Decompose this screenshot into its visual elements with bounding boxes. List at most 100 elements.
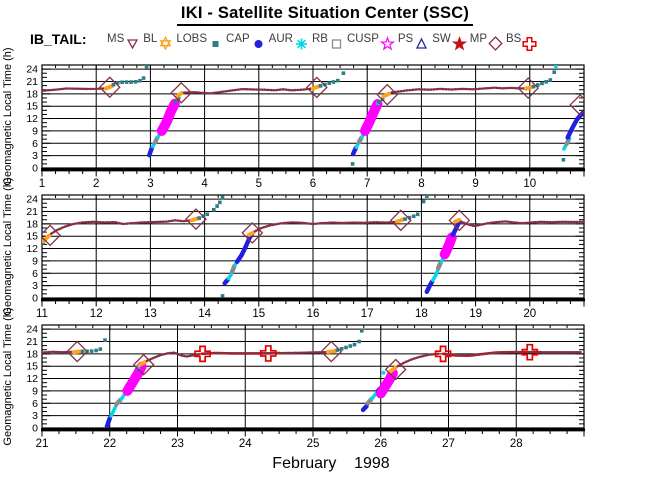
- y-tick-label: 3: [32, 280, 38, 292]
- cusp-trace: [360, 99, 383, 136]
- lobs-trace: [176, 96, 181, 101]
- cap-trace: [450, 219, 462, 238]
- lobs-trace: [98, 347, 103, 351]
- aur-trace: [431, 268, 440, 283]
- legend-item-cap: CAP: [226, 32, 266, 51]
- mp-diamond-marker: [241, 221, 264, 244]
- x-tick-label: 11: [36, 308, 48, 320]
- lobs-trace: [360, 329, 364, 333]
- legend-item-label: MS: [107, 33, 125, 45]
- x-tick-label: 13: [144, 308, 157, 320]
- y-axis-title: Geomagnetic Local Time (h): [2, 307, 14, 445]
- lobs-trace: [561, 158, 566, 162]
- lobs-trace: [407, 215, 412, 220]
- y-tick-label: 18: [26, 348, 38, 360]
- bs-cross-marker: [259, 345, 277, 362]
- bl-trace: [175, 91, 184, 98]
- lobs-trace: [318, 84, 323, 88]
- cusp-trace: [375, 368, 398, 399]
- x-tick-label: 5: [256, 178, 262, 190]
- mp-diamond-marker: [170, 81, 193, 104]
- lobs-trace: [215, 204, 219, 208]
- legend-item-bs: BS: [506, 32, 537, 51]
- legend-item-label: LOBS: [176, 33, 208, 45]
- cap-trace: [104, 415, 113, 428]
- x-tick-label: 21: [36, 438, 49, 450]
- x-tick-label: 10: [523, 178, 536, 190]
- y-tick-label: 3: [32, 150, 38, 162]
- lobs-trace: [348, 344, 353, 348]
- bl-trace: [381, 91, 391, 99]
- legend-item-label: RB: [311, 33, 328, 45]
- lobs-trace: [339, 347, 344, 351]
- legend-item-label: BL: [143, 33, 158, 45]
- lobs-trace: [544, 80, 548, 84]
- y-tick-label: 9: [32, 125, 38, 137]
- mp-marker-icon: [488, 36, 503, 51]
- lobs-trace: [133, 80, 138, 84]
- cusp-trace: [156, 98, 180, 136]
- mp-diamond-marker: [42, 224, 62, 247]
- lobs-trace: [552, 70, 556, 74]
- mp-diamond-marker: [384, 358, 407, 381]
- mp-diamond-marker: [320, 340, 343, 363]
- bs-marker-icon: [522, 36, 537, 51]
- mp-diamond-marker: [376, 83, 399, 106]
- legend-item-ps: PS: [398, 32, 429, 51]
- legend-item-label: PS: [397, 33, 414, 45]
- y-tick-label: 21: [26, 336, 38, 348]
- y-tick-label: 18: [26, 218, 38, 230]
- x-tick-label: 23: [171, 438, 184, 450]
- legend-item-label: SW: [432, 33, 451, 45]
- lobs-trace: [403, 217, 407, 221]
- bl-trace: [388, 365, 398, 374]
- bl-trace: [453, 217, 462, 224]
- cap-trace: [565, 110, 584, 140]
- x-tick-label: 3: [147, 178, 153, 190]
- y-axis-title: Geomagnetic Local Time (h): [2, 177, 14, 315]
- lobs-trace: [111, 82, 116, 87]
- x-tick-label: 12: [90, 308, 103, 320]
- bl-trace: [524, 84, 535, 91]
- cap-trace: [147, 145, 155, 158]
- ms-trace: [182, 87, 315, 95]
- lobs-trace: [415, 212, 420, 217]
- y-tick-label: 6: [32, 138, 38, 150]
- mp-diamond-marker: [132, 353, 155, 376]
- x-tick-label: 22: [103, 438, 116, 450]
- lobs-trace: [377, 100, 381, 104]
- bs-cross-marker: [521, 343, 539, 361]
- lobs-trace: [220, 195, 225, 200]
- y-tick-label: 12: [26, 243, 38, 255]
- y-tick-label: 0: [32, 423, 38, 435]
- legend-item-aur: AUR: [269, 32, 309, 51]
- mp-diamond-marker: [305, 76, 328, 99]
- x-tick-label: 14: [198, 308, 211, 320]
- lobs-trace: [173, 99, 178, 104]
- x-tick-label: 4: [201, 178, 208, 190]
- x-tick-label: 18: [415, 308, 428, 320]
- lobs-trace: [120, 80, 124, 85]
- y-tick-label: 15: [26, 231, 38, 243]
- y-tick-label: 21: [26, 76, 38, 88]
- lobs-trace: [218, 200, 222, 205]
- mp-diamond-marker: [389, 209, 412, 232]
- rb-trace: [229, 263, 237, 274]
- bl-trace: [311, 84, 322, 91]
- legend-item-sw: SW: [432, 32, 467, 51]
- ps-marker-icon: [416, 37, 428, 49]
- lobs-trace: [350, 162, 355, 166]
- x-tick-label: 27: [442, 438, 455, 450]
- legend-item-label: MP: [469, 33, 488, 45]
- cap-trace: [350, 145, 359, 157]
- lobs-trace: [531, 84, 536, 89]
- x-tick-label: 17: [361, 308, 374, 320]
- mp-diamond-marker: [569, 94, 584, 116]
- panel-overlays: [66, 340, 539, 381]
- y-tick-label: 24: [26, 324, 38, 336]
- rb-trace: [435, 260, 443, 271]
